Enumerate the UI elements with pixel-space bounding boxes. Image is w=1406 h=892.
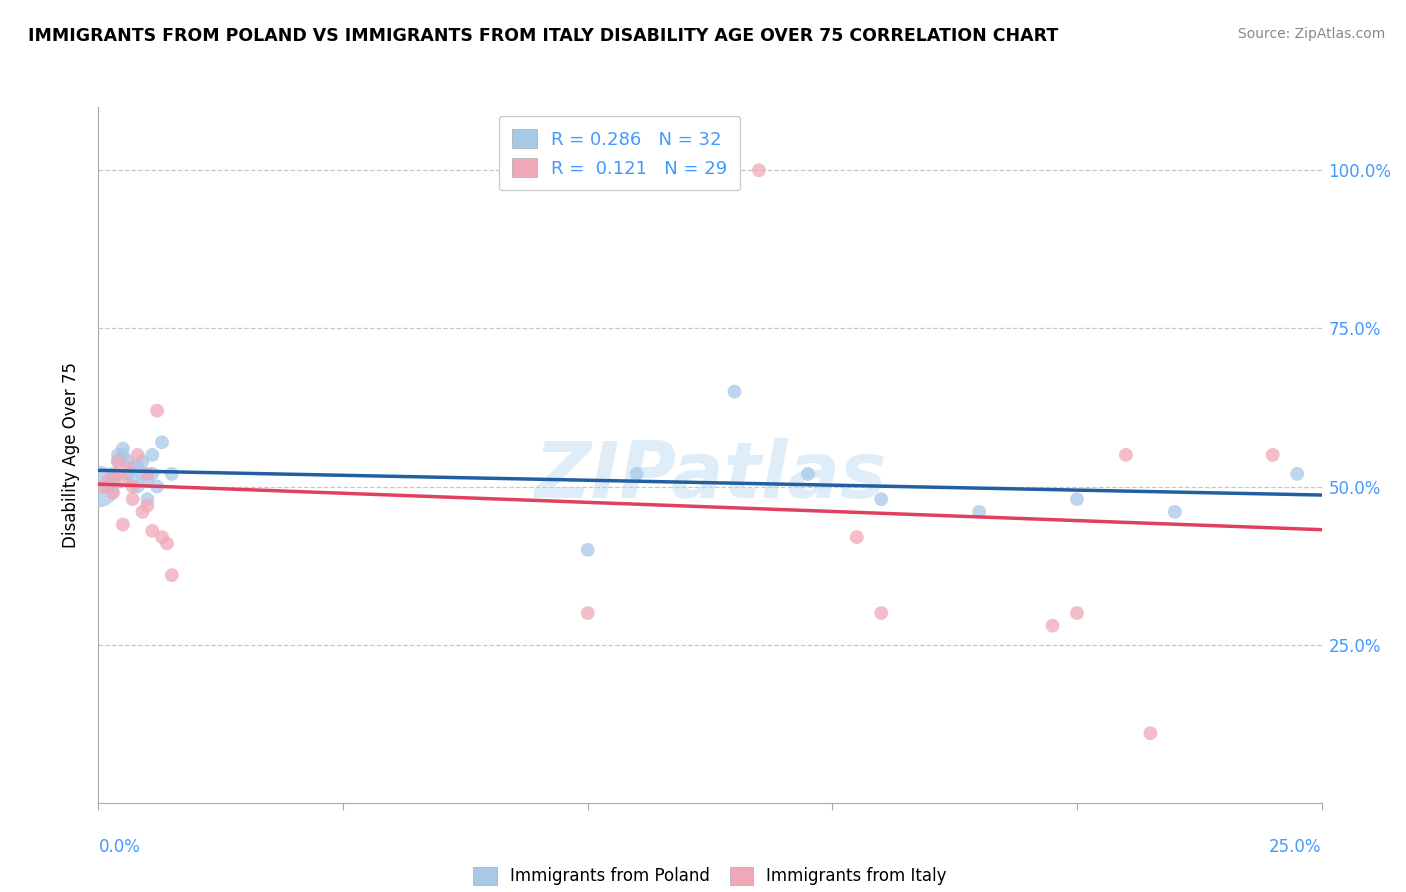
- Point: [117, 454, 139, 468]
- Text: ZIPatlas: ZIPatlas: [534, 438, 886, 514]
- Point: [107, 448, 129, 462]
- Point: [160, 568, 183, 582]
- Point: [576, 542, 599, 557]
- Point: [107, 454, 129, 468]
- Point: [101, 473, 124, 487]
- Text: IMMIGRANTS FROM POLAND VS IMMIGRANTS FROM ITALY DISABILITY AGE OVER 75 CORRELATI: IMMIGRANTS FROM POLAND VS IMMIGRANTS FRO…: [28, 27, 1059, 45]
- Point: [723, 384, 745, 399]
- Point: [1286, 467, 1309, 481]
- Point: [101, 486, 124, 500]
- Point: [748, 163, 770, 178]
- Point: [1164, 505, 1187, 519]
- Point: [1066, 492, 1088, 507]
- Point: [111, 448, 134, 462]
- Point: [1066, 606, 1088, 620]
- Point: [146, 403, 169, 417]
- Point: [107, 467, 129, 481]
- Point: [141, 524, 163, 538]
- Point: [97, 479, 120, 493]
- Point: [121, 479, 143, 493]
- Point: [141, 467, 163, 481]
- Point: [156, 536, 179, 550]
- Point: [136, 473, 159, 487]
- Point: [150, 530, 173, 544]
- Point: [136, 499, 159, 513]
- Point: [101, 467, 124, 481]
- Point: [576, 606, 599, 620]
- Point: [131, 505, 153, 519]
- Point: [1115, 448, 1137, 462]
- Point: [131, 454, 153, 468]
- Point: [870, 492, 893, 507]
- Point: [91, 479, 114, 493]
- Point: [1042, 618, 1064, 632]
- Text: 0.0%: 0.0%: [98, 838, 141, 856]
- Point: [141, 448, 163, 462]
- Point: [136, 467, 159, 481]
- Text: 25.0%: 25.0%: [1270, 838, 1322, 856]
- Text: Source: ZipAtlas.com: Source: ZipAtlas.com: [1237, 27, 1385, 41]
- Point: [111, 442, 134, 456]
- Point: [121, 492, 143, 507]
- Point: [1139, 726, 1161, 740]
- Point: [146, 479, 169, 493]
- Point: [675, 163, 697, 178]
- Point: [87, 479, 110, 493]
- Point: [127, 479, 149, 493]
- Point: [845, 530, 868, 544]
- Point: [150, 435, 173, 450]
- Y-axis label: Disability Age Over 75: Disability Age Over 75: [62, 362, 80, 548]
- Point: [111, 473, 134, 487]
- Point: [797, 467, 820, 481]
- Legend: Immigrants from Poland, Immigrants from Italy: Immigrants from Poland, Immigrants from …: [467, 860, 953, 892]
- Point: [1261, 448, 1284, 462]
- Point: [117, 467, 139, 481]
- Point: [870, 606, 893, 620]
- Point: [111, 517, 134, 532]
- Point: [967, 505, 990, 519]
- Point: [131, 467, 153, 481]
- Point: [97, 473, 120, 487]
- Point: [107, 454, 129, 468]
- Point: [127, 448, 149, 462]
- Point: [117, 460, 139, 475]
- Point: [626, 467, 648, 481]
- Point: [136, 492, 159, 507]
- Point: [160, 467, 183, 481]
- Point: [127, 460, 149, 475]
- Point: [121, 473, 143, 487]
- Point: [121, 460, 143, 475]
